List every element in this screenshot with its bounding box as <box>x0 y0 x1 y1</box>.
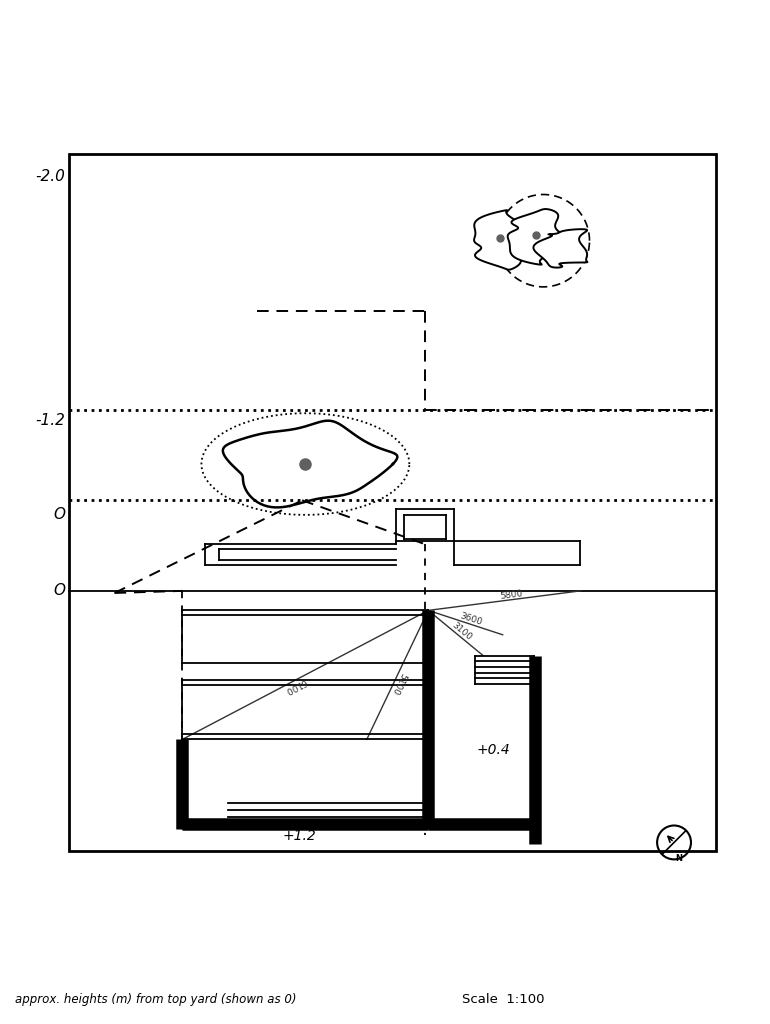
Polygon shape <box>534 229 588 267</box>
Text: +0.4: +0.4 <box>476 742 510 757</box>
Text: 3100: 3100 <box>450 621 473 643</box>
Text: +1.2: +1.2 <box>282 829 316 843</box>
Text: -2.0: -2.0 <box>35 169 65 183</box>
Text: approx. heights (m) from top yard (shown as 0): approx. heights (m) from top yard (shown… <box>15 992 297 1006</box>
Text: -1.2: -1.2 <box>35 413 65 428</box>
Bar <box>69 154 716 851</box>
Polygon shape <box>474 210 540 269</box>
Text: N: N <box>675 854 683 863</box>
Text: O: O <box>53 508 65 522</box>
Text: O: O <box>53 584 65 598</box>
Text: 5100: 5100 <box>390 671 407 695</box>
Text: 6100: 6100 <box>283 676 307 694</box>
Text: Scale  1:100: Scale 1:100 <box>462 992 544 1006</box>
Text: 5800: 5800 <box>499 589 524 601</box>
Text: 3600: 3600 <box>458 611 483 628</box>
Polygon shape <box>507 209 574 264</box>
